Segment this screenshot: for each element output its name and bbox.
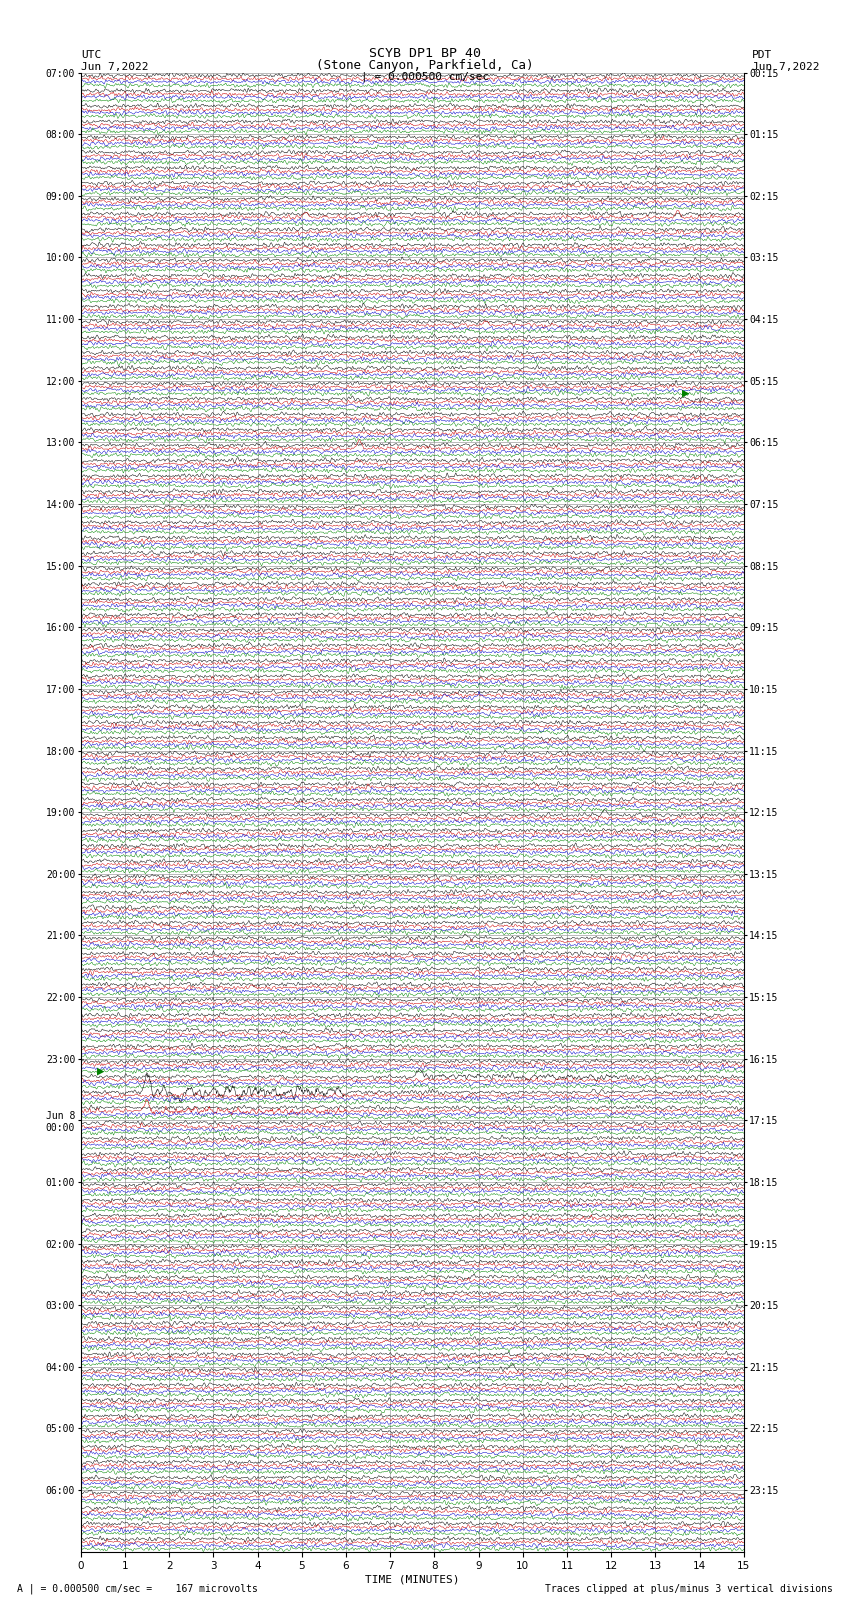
Text: ▶: ▶	[97, 1065, 105, 1077]
Text: (Stone Canyon, Parkfield, Ca): (Stone Canyon, Parkfield, Ca)	[316, 58, 534, 71]
Text: PDT: PDT	[752, 50, 773, 60]
Text: Traces clipped at plus/minus 3 vertical divisions: Traces clipped at plus/minus 3 vertical …	[545, 1584, 833, 1594]
Text: Jun 7,2022: Jun 7,2022	[752, 61, 819, 71]
Text: Jun 7,2022: Jun 7,2022	[81, 61, 148, 71]
Text: UTC: UTC	[81, 50, 101, 60]
X-axis label: TIME (MINUTES): TIME (MINUTES)	[365, 1574, 460, 1584]
Text: | = 0.000500 cm/sec: | = 0.000500 cm/sec	[361, 71, 489, 82]
Text: SCYB DP1 BP 40: SCYB DP1 BP 40	[369, 47, 481, 60]
Text: ▶: ▶	[682, 387, 689, 400]
Text: A | = 0.000500 cm/sec =    167 microvolts: A | = 0.000500 cm/sec = 167 microvolts	[17, 1582, 258, 1594]
